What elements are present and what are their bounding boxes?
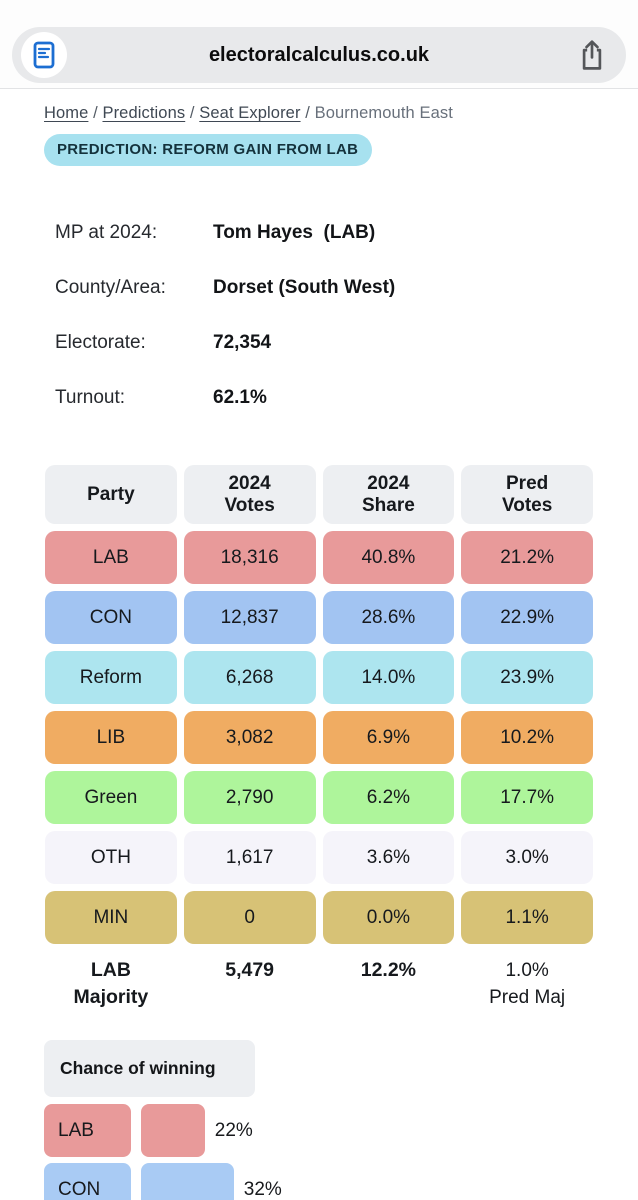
party-cell: MIN <box>45 891 177 944</box>
breadcrumb-current: Bournemouth East <box>314 104 453 122</box>
address-bar[interactable]: electoralcalculus.co.uk <box>12 27 626 83</box>
share-cell: 40.8% <box>322 531 455 584</box>
pred-cell: 22.9% <box>461 591 593 644</box>
chance-bar <box>141 1104 205 1157</box>
column-header-2024-share: 2024 Share <box>322 465 455 524</box>
info-row-county: County/Area: Dorset (South West) <box>55 277 395 332</box>
chance-percent: 22% <box>214 1119 253 1141</box>
breadcrumb-link-home[interactable]: Home <box>44 104 89 122</box>
breadcrumb-link-seat-explorer[interactable]: Seat Explorer <box>199 104 301 122</box>
column-header-pred-votes: Pred Votes <box>461 465 593 524</box>
info-value: Tom Hayes (LAB) <box>213 222 376 243</box>
info-label: Turnout: <box>55 387 126 408</box>
share-icon <box>582 40 602 70</box>
majority-votes: 5,479 <box>225 959 275 981</box>
share-cell: 3.6% <box>322 831 455 884</box>
share-cell: 6.2% <box>322 771 455 824</box>
votes-cell: 12,837 <box>183 591 316 644</box>
pred-cell: 1.1% <box>461 891 593 944</box>
info-label: MP at 2024: <box>55 222 158 243</box>
votes-cell: 1,617 <box>183 831 316 884</box>
reader-doc-icon <box>33 41 55 69</box>
pred-cell: 10.2% <box>461 711 593 764</box>
majority-share: 12.2% <box>360 959 417 981</box>
chance-party-label: CON <box>44 1163 131 1200</box>
breadcrumb: Home / Predictions / Seat Explorer / Bou… <box>44 104 453 123</box>
info-row-turnout: Turnout: 62.1% <box>55 387 395 442</box>
info-row-mp: MP at 2024: Tom Hayes (LAB) <box>55 222 395 277</box>
share-button[interactable] <box>574 37 610 73</box>
browser-toolbar: electoralcalculus.co.uk <box>0 0 638 89</box>
share-cell: 6.9% <box>322 711 455 764</box>
seat-info: MP at 2024: Tom Hayes (LAB) County/Area:… <box>55 222 395 442</box>
column-header-2024-votes: 2024 Votes <box>183 465 316 524</box>
share-cell: 14.0% <box>322 651 455 704</box>
chance-percent: 32% <box>243 1178 282 1200</box>
share-cell: 28.6% <box>322 591 455 644</box>
votes-cell: 18,316 <box>183 531 316 584</box>
breadcrumb-separator: / <box>305 104 315 122</box>
party-cell: OTH <box>45 831 177 884</box>
votes-cell: 3,082 <box>183 711 316 764</box>
pred-cell: 23.9% <box>461 651 593 704</box>
info-value: Dorset (South West) <box>213 277 396 298</box>
chance-bar <box>141 1163 234 1200</box>
info-label: Electorate: <box>55 332 146 353</box>
chance-party-label: LAB <box>44 1104 131 1157</box>
chance-of-winning: Chance of winning LAB 22% CON 32% <box>44 1040 282 1200</box>
reader-button[interactable] <box>21 32 67 78</box>
pred-cell: 21.2% <box>461 531 593 584</box>
info-value: 62.1% <box>213 387 267 408</box>
pred-cell: 3.0% <box>461 831 593 884</box>
votes-cell: 6,268 <box>183 651 316 704</box>
column-header-party: Party <box>45 465 177 524</box>
party-cell: Green <box>45 771 177 824</box>
info-row-electorate: Electorate: 72,354 <box>55 332 395 387</box>
breadcrumb-separator: / <box>189 104 200 122</box>
party-cell: LAB <box>45 531 177 584</box>
pred-cell: 17.7% <box>461 771 593 824</box>
votes-cell: 2,790 <box>183 771 316 824</box>
results-table: Party 2024 Votes 2024 Share Pred Votes L… <box>45 465 593 1011</box>
chance-row-con: CON 32% <box>44 1163 282 1200</box>
majority-label: LAB Majority <box>73 959 149 1008</box>
party-cell: Reform <box>45 651 177 704</box>
chance-title: Chance of winning <box>44 1040 255 1097</box>
votes-cell: 0 <box>183 891 316 944</box>
party-cell: CON <box>45 591 177 644</box>
party-cell: LIB <box>45 711 177 764</box>
majority-pred: 1.0% Pred Maj <box>489 960 566 1008</box>
prediction-banner: PREDICTION: REFORM GAIN FROM LAB <box>44 134 373 166</box>
url-text[interactable]: electoralcalculus.co.uk <box>208 43 430 66</box>
info-value: 72,354 <box>213 332 272 353</box>
breadcrumb-link-predictions[interactable]: Predictions <box>102 104 186 122</box>
info-label: County/Area: <box>55 277 166 298</box>
breadcrumb-separator: / <box>93 104 103 122</box>
share-cell: 0.0% <box>322 891 455 944</box>
chance-row-lab: LAB 22% <box>44 1104 282 1157</box>
